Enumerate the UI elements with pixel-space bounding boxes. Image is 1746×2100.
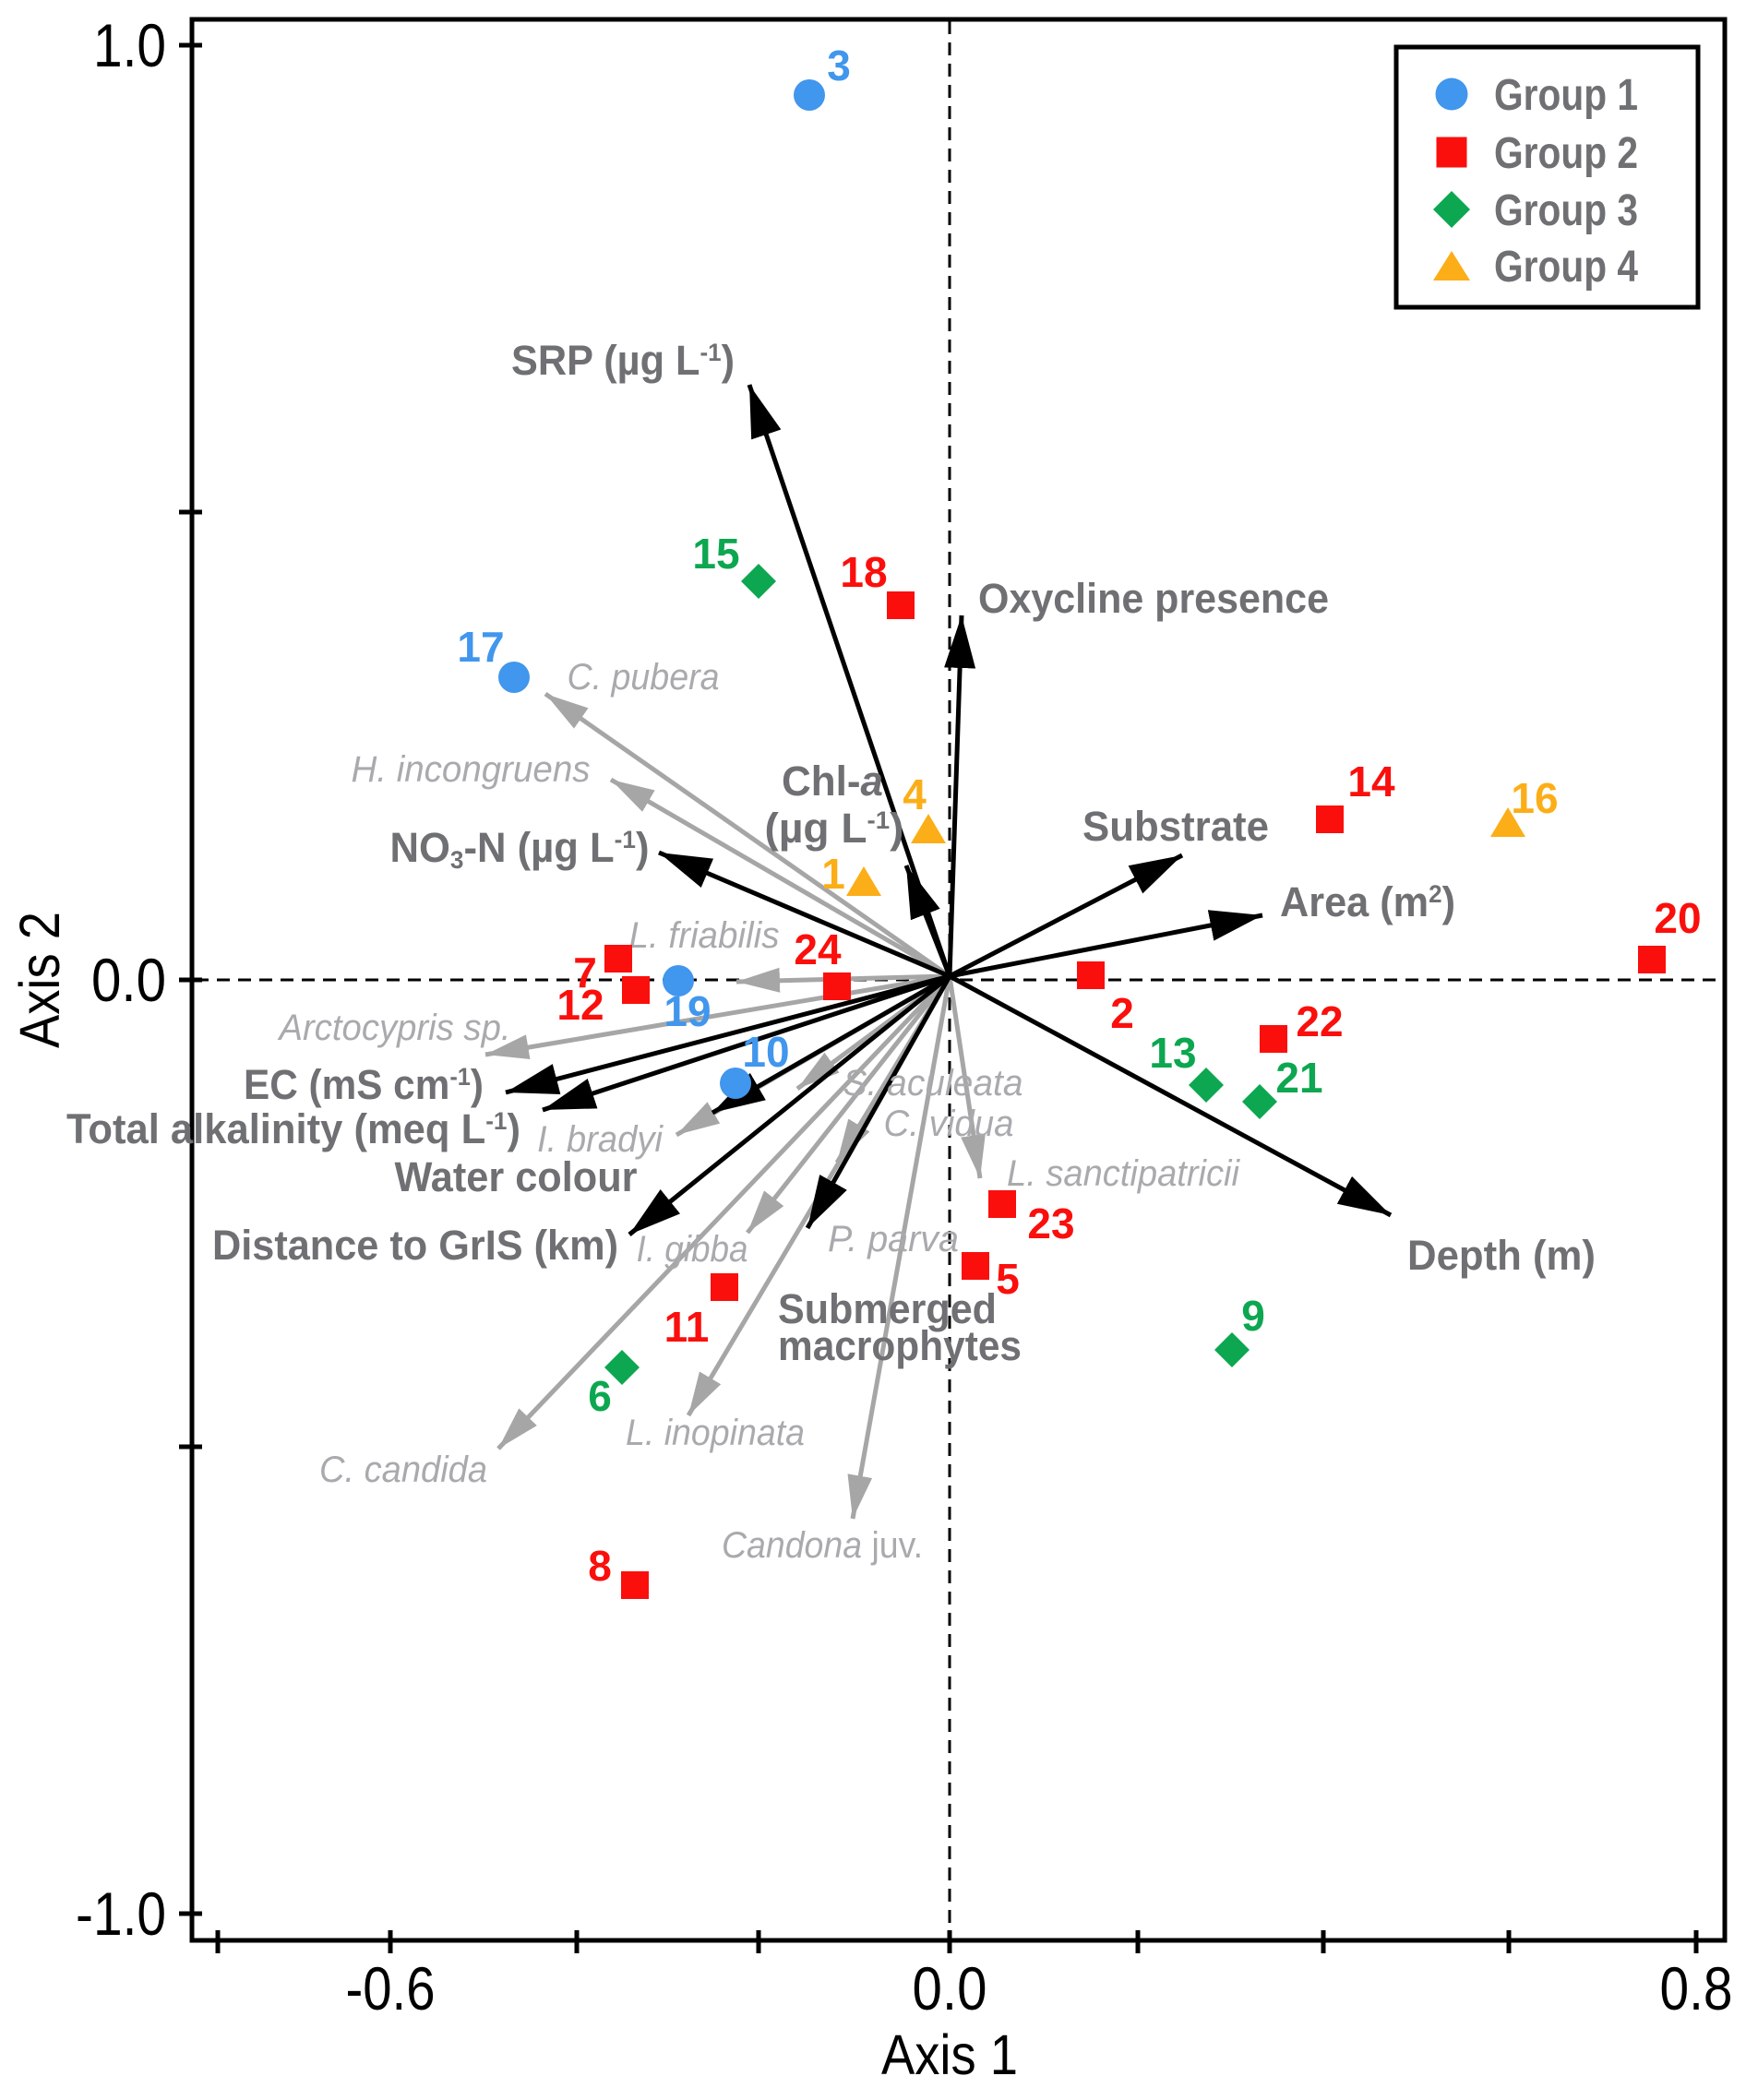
svg-text:17: 17 — [457, 623, 504, 671]
svg-text:11: 11 — [664, 1303, 710, 1351]
svg-text:C. vidua: C. vidua — [884, 1104, 1014, 1144]
svg-text:Group 4: Group 4 — [1494, 243, 1638, 292]
svg-text:Group 2: Group 2 — [1494, 129, 1638, 178]
svg-text:14: 14 — [1347, 758, 1395, 805]
svg-text:16: 16 — [1511, 774, 1558, 822]
svg-text:H. incongruens: H. incongruens — [352, 749, 591, 790]
svg-text:6: 6 — [588, 1372, 612, 1420]
svg-text:0.0: 0.0 — [91, 946, 166, 1014]
svg-text:23: 23 — [1027, 1199, 1074, 1247]
svg-text:7: 7 — [573, 949, 597, 996]
svg-text:SRP (µg L-1): SRP (µg L-1) — [511, 337, 735, 384]
svg-text:Depth (m): Depth (m) — [1407, 1232, 1596, 1279]
svg-text:Area (m2): Area (m2) — [1280, 878, 1455, 925]
svg-text:Chl-a: Chl-a — [782, 758, 883, 805]
svg-text:5: 5 — [996, 1255, 1020, 1303]
svg-text:Candona juv.: Candona juv. — [722, 1525, 923, 1566]
svg-text:3: 3 — [827, 42, 851, 89]
svg-text:C. candida: C. candida — [319, 1450, 487, 1490]
svg-text:S. aculeata: S. aculeata — [843, 1063, 1023, 1104]
svg-text:I. bradyi: I. bradyi — [537, 1119, 664, 1160]
svg-text:Total alkalinity (meq L-1): Total alkalinity (meq L-1) — [66, 1105, 520, 1152]
svg-text:Water colour: Water colour — [395, 1153, 638, 1200]
svg-text:20: 20 — [1654, 894, 1701, 942]
svg-text:-1.0: -1.0 — [76, 1879, 166, 1948]
svg-text:0.0: 0.0 — [913, 1954, 987, 2022]
svg-text:9: 9 — [1241, 1292, 1265, 1340]
svg-text:21: 21 — [1275, 1054, 1322, 1102]
svg-text:C. pubera: C. pubera — [568, 657, 720, 698]
svg-text:22: 22 — [1296, 997, 1343, 1045]
svg-text:1: 1 — [821, 850, 845, 898]
svg-text:NO3-N (µg L-1): NO3-N (µg L-1) — [390, 824, 650, 874]
svg-text:12: 12 — [556, 981, 604, 1029]
svg-text:EC (mS cm-1): EC (mS cm-1) — [244, 1061, 484, 1108]
svg-text:8: 8 — [588, 1542, 612, 1590]
svg-text:13: 13 — [1149, 1029, 1196, 1077]
svg-text:2: 2 — [1110, 989, 1134, 1037]
svg-text:L. inopinata: L. inopinata — [626, 1413, 805, 1453]
svg-text:L. sanctipatricii: L. sanctipatricii — [1007, 1153, 1240, 1194]
svg-text:0.8: 0.8 — [1660, 1954, 1733, 2022]
svg-text:P. parva: P. parva — [828, 1219, 959, 1259]
svg-text:Distance to GrIS (km): Distance to GrIS (km) — [212, 1222, 618, 1269]
svg-text:I. gibba: I. gibba — [637, 1229, 748, 1270]
svg-text:L. friabilis: L. friabilis — [629, 915, 780, 956]
svg-text:Axis 1: Axis 1 — [881, 2023, 1018, 2086]
svg-text:Arctocypris sp.: Arctocypris sp. — [278, 1008, 511, 1048]
svg-text:19: 19 — [664, 987, 711, 1035]
svg-text:Oxycline presence: Oxycline presence — [978, 575, 1329, 622]
svg-text:1.0: 1.0 — [93, 11, 166, 79]
svg-text:Group 3: Group 3 — [1494, 186, 1638, 235]
svg-text:macrophytes: macrophytes — [778, 1322, 1022, 1369]
svg-text:18: 18 — [840, 548, 887, 596]
svg-text:10: 10 — [742, 1028, 789, 1076]
svg-text:Axis 2: Axis 2 — [8, 912, 71, 1048]
svg-text:24: 24 — [794, 925, 842, 973]
svg-text:-0.6: -0.6 — [346, 1954, 436, 2022]
svg-text:Substrate: Substrate — [1082, 803, 1269, 850]
svg-text:Group 1: Group 1 — [1494, 71, 1638, 120]
svg-text:15: 15 — [692, 530, 739, 578]
svg-text:4: 4 — [903, 770, 927, 818]
svg-text:Submerged: Submerged — [778, 1285, 997, 1332]
